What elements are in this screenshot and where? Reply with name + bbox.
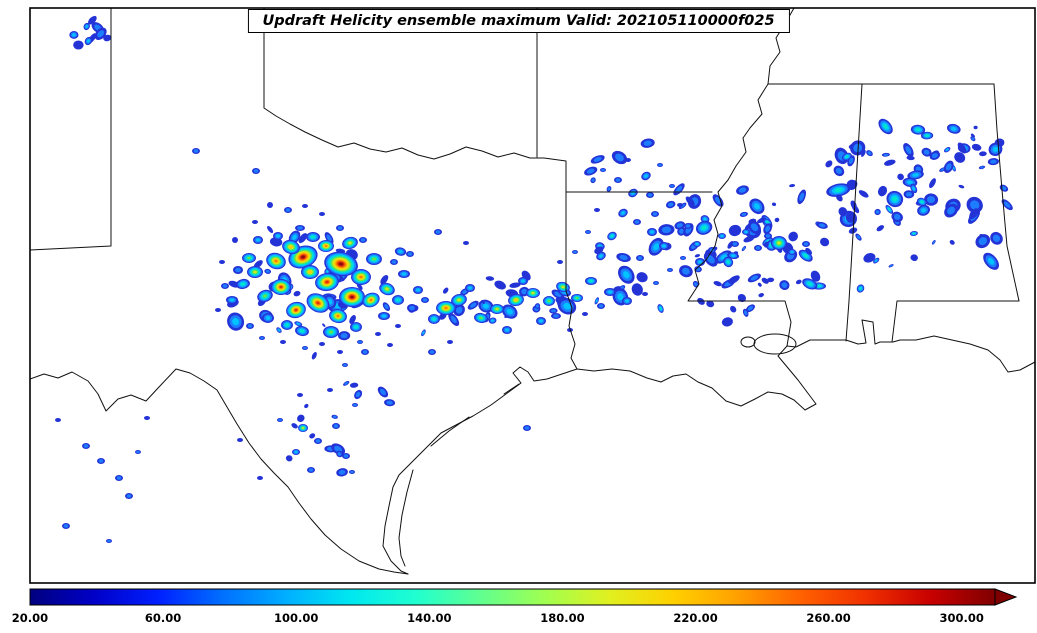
colorbar-tick-label: 300.00 (940, 611, 984, 625)
colorbar-tick-label: 20.00 (12, 611, 48, 625)
plot-frame (29, 7, 1036, 584)
chart-title: Updraft Helicity ensemble maximum Valid:… (247, 9, 790, 33)
rio-grande-border (30, 368, 409, 575)
border-alabama-georgia (993, 83, 1020, 302)
colorbar: 20.00 60.00 100.00 140.00 180.00 220.00 260.00… (12, 588, 1018, 625)
border-mississippi-alabama (845, 83, 863, 342)
colorbar-tick-label: 260.00 (806, 611, 850, 625)
colorbar-gradient (29, 588, 996, 606)
border-red-river-texas-ok-ar-la (263, 8, 578, 370)
colorbar-extend-arrow (994, 588, 1018, 606)
mississippi-river-border (687, 8, 795, 347)
helicity-blob-layer (55, 15, 1013, 543)
colorbar-tick-labels: 20.00 60.00 100.00 140.00 180.00 220.00 260.00… (12, 611, 984, 625)
colorbar-tick-label: 180.00 (540, 611, 584, 625)
border-new-mexico-texas (30, 8, 112, 251)
galveston-island (503, 383, 520, 395)
border-florida-alabama-31n (891, 300, 1020, 343)
state-borders-layer (30, 8, 1035, 575)
matagorda-island (430, 416, 470, 447)
colorbar-tick-label: 60.00 (145, 611, 181, 625)
colorbar-tick-label: 100.00 (274, 611, 318, 625)
lake-maurepas (740, 336, 756, 348)
lake-pontchartrain (753, 333, 797, 355)
padre-island (398, 469, 414, 567)
gulf-coastline (382, 319, 1035, 575)
colorbar-tick-label: 220.00 (673, 611, 717, 625)
colorbar-tick-label: 140.00 (407, 611, 451, 625)
